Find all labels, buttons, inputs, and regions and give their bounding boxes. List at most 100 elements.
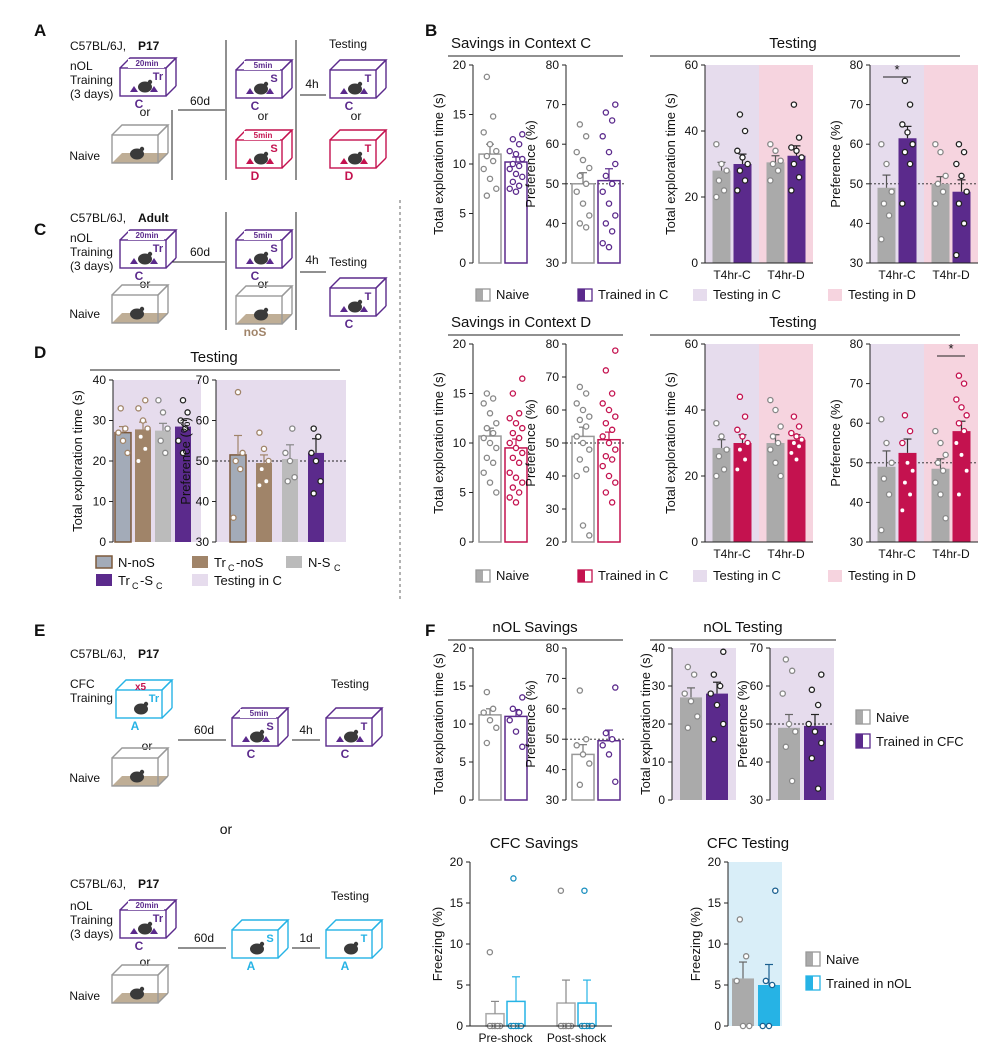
data-point — [718, 160, 725, 168]
cage-tag: T — [365, 73, 372, 85]
context-letter: C — [345, 317, 354, 331]
data-point — [602, 419, 610, 427]
legend-swatch — [192, 574, 208, 586]
data-point — [937, 439, 944, 447]
object-icon — [262, 736, 270, 742]
delay-label: 60d — [194, 723, 214, 737]
data-point — [605, 200, 613, 207]
cage-edge — [161, 679, 173, 691]
y-tick-label: 70 — [546, 370, 560, 384]
data-point — [137, 433, 144, 440]
panel-letter: D — [34, 343, 46, 362]
cage-diagram: noS — [235, 285, 294, 339]
data-point — [955, 491, 963, 498]
data-point — [782, 656, 790, 663]
bar — [115, 432, 131, 542]
y-tick-label: 20 — [685, 469, 699, 483]
data-point — [573, 742, 580, 749]
data-point — [605, 439, 613, 447]
y-tick-label: 0 — [459, 535, 466, 549]
data-point — [234, 388, 242, 396]
y-tick-label: 30 — [546, 502, 560, 516]
cage-edge — [165, 257, 177, 269]
data-point — [795, 173, 803, 181]
y-tick-label: 20 — [453, 58, 467, 72]
cage-diagram: 20min Tr C — [119, 57, 178, 111]
data-point — [769, 160, 777, 168]
data-point — [883, 160, 890, 168]
data-point — [489, 157, 497, 165]
context-letter: C — [345, 99, 354, 113]
context-letter: noS — [244, 325, 267, 339]
data-point — [814, 701, 822, 709]
data-point — [608, 117, 616, 124]
data-point — [899, 121, 906, 128]
data-point — [258, 465, 265, 473]
cage-diagram: 20min Tr C — [119, 229, 178, 283]
y-tick-label: 15 — [453, 679, 467, 693]
data-point — [739, 433, 746, 440]
data-point — [582, 735, 590, 743]
legend-label: Trained in nOL — [826, 976, 912, 991]
shock-label: x5 — [135, 682, 147, 693]
data-point — [612, 684, 619, 691]
cage-diagram — [111, 747, 170, 787]
data-point — [788, 667, 796, 675]
data-point — [681, 690, 688, 697]
y-tick-label: 15 — [708, 896, 722, 910]
mouse-icon — [130, 988, 144, 1000]
data-point — [480, 165, 487, 173]
y-axis-label: Total exploration time (s) — [638, 653, 653, 795]
data-point — [175, 437, 182, 444]
time-box — [240, 709, 276, 718]
data-point — [906, 491, 914, 498]
legend-label: Tr — [118, 573, 130, 588]
data-point — [769, 433, 777, 440]
legend-swatch — [856, 710, 863, 724]
data-point — [888, 459, 895, 467]
data-point — [788, 777, 796, 785]
mouse-ear-icon — [353, 729, 359, 735]
data-point — [506, 185, 513, 192]
legend-swatch — [476, 570, 483, 582]
data-point — [958, 172, 965, 180]
time-box — [244, 231, 280, 240]
data-point — [135, 405, 142, 412]
y-axis-label: Preference (%) — [523, 120, 538, 207]
y-tick-label: 30 — [546, 793, 560, 807]
data-point — [509, 178, 517, 186]
data-point — [509, 705, 517, 713]
y-tick-label: 30 — [750, 793, 764, 807]
data-point — [746, 1022, 753, 1030]
cage-edge — [165, 85, 177, 97]
data-point — [904, 129, 911, 136]
data-point — [934, 180, 942, 188]
cage-diagram: 5min S C — [235, 229, 294, 283]
legend-swatch — [828, 289, 842, 301]
data-point — [506, 469, 513, 476]
data-point — [480, 129, 487, 136]
data-point — [506, 147, 513, 155]
cage-edge — [371, 947, 383, 959]
or-label: or — [142, 739, 153, 753]
legend-label: Naive — [496, 287, 529, 302]
object-icon — [266, 258, 274, 264]
cage-edge — [165, 229, 177, 241]
cage-edge — [277, 947, 289, 959]
data-point — [573, 472, 580, 480]
y-tick-label: 40 — [196, 495, 210, 509]
data-point — [608, 456, 616, 463]
training-label: nOL — [70, 59, 93, 73]
data-point — [734, 147, 741, 155]
data-point — [734, 466, 741, 473]
age-label: P17 — [138, 39, 160, 53]
object-icon — [340, 88, 348, 94]
data-point — [506, 439, 513, 447]
time-box — [128, 59, 164, 68]
legend-swatch — [475, 569, 491, 583]
data-point — [317, 477, 324, 485]
data-point — [509, 484, 517, 491]
cage-edge — [375, 277, 387, 289]
data-point — [608, 180, 616, 188]
data-point — [157, 437, 164, 444]
